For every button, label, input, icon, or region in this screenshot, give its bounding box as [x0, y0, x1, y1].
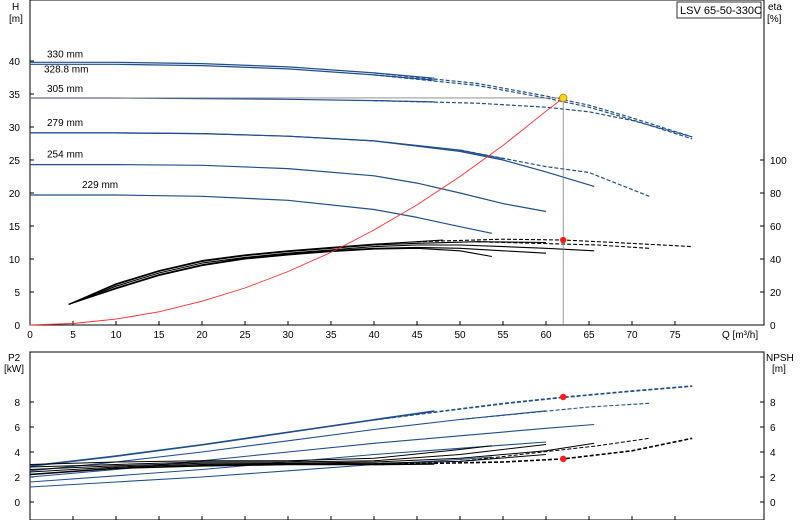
power-tick-label: 6	[14, 423, 20, 434]
eta-tick-label: 20	[770, 288, 782, 299]
power-curve-dashed	[373, 385, 693, 421]
head-curve	[30, 63, 435, 81]
x-tick-label: 45	[411, 330, 423, 341]
x-tick-label: 20	[196, 330, 208, 341]
npsh-axis-title: NPSH	[766, 353, 794, 364]
power-curve	[29, 410, 435, 467]
head-tick-label: 20	[9, 189, 21, 200]
efficiency-curve-dashed	[477, 241, 650, 249]
power-axis-unit: [kW]	[4, 364, 24, 375]
head-curve-label: 229 mm	[82, 180, 118, 191]
x-tick-label: 55	[497, 330, 509, 341]
x-tick-label: 60	[540, 330, 552, 341]
eta-axis-title: eta	[768, 2, 782, 13]
efficiency-curve	[68, 241, 547, 305]
head-curve-label: 279 mm	[47, 118, 83, 129]
npsh-curve	[29, 463, 435, 476]
power-tick-label: 8	[14, 398, 20, 409]
efficiency-curve	[68, 246, 547, 305]
flow-axis-title: Q [m³/h]	[722, 330, 758, 341]
head-curve	[30, 61, 435, 79]
npsh-tick-label: 2	[770, 473, 776, 484]
x-tick-label: 65	[583, 330, 595, 341]
head-curve-label: 330 mm	[47, 49, 83, 60]
x-tick-label: 10	[110, 330, 122, 341]
head-tick-label: 15	[9, 222, 21, 233]
duty-npsh-marker	[560, 455, 567, 463]
npsh-curve	[29, 445, 492, 465]
tick-layer: 0 5 10 15 20 25 30 35 40 45 50 55 60 65 70 750510152025…	[9, 57, 787, 520]
npsh-tick-label: 4	[770, 448, 776, 459]
x-tick-label: 35	[325, 330, 337, 341]
x-tick-label: 15	[153, 330, 165, 341]
duty-power-marker	[560, 393, 567, 401]
head-curve	[30, 132, 504, 160]
head-curve	[30, 132, 595, 187]
duty-point-marker	[559, 93, 568, 103]
head-tick-label: 0	[14, 321, 20, 332]
head-curve-label: 328.8 mm	[44, 64, 88, 75]
power-tick-label: 0	[14, 498, 20, 509]
eta-tick-label: 100	[770, 156, 787, 167]
head-tick-label: 35	[9, 90, 21, 101]
npsh-tick-label: 6	[770, 423, 776, 434]
head-curve	[30, 164, 547, 213]
eta-tick-label: 60	[770, 222, 782, 233]
head-axis-unit: [m]	[9, 14, 23, 25]
x-tick-label: 25	[239, 330, 251, 341]
x-tick-label: 5	[70, 330, 76, 341]
x-tick-label: 0	[27, 330, 33, 341]
head-curve	[30, 97, 435, 103]
power-curve-dashed	[373, 385, 693, 421]
eta-tick-label: 0	[770, 321, 776, 332]
marker-layer	[30, 93, 568, 463]
head-tick-label: 25	[9, 156, 21, 167]
efficiency-curve	[68, 247, 492, 305]
head-tick-label: 5	[14, 288, 20, 299]
x-tick-label: 30	[282, 330, 294, 341]
duty-efficiency-marker	[560, 236, 567, 244]
model-label: LSV 65-50-330C	[680, 5, 762, 17]
npsh-axis-unit: [m]	[772, 364, 786, 375]
head-curve-label: 305 mm	[47, 84, 83, 95]
efficiency-curve	[68, 244, 595, 305]
npsh-curve	[29, 442, 595, 470]
eta-tick-label: 80	[770, 189, 782, 200]
power-curve-dashed	[459, 402, 650, 421]
model-label-box	[676, 1, 762, 19]
x-tick-label: 50	[454, 330, 466, 341]
head-tick-label: 40	[9, 57, 21, 68]
x-tick-label: 40	[368, 330, 380, 341]
npsh-curve-dashed	[459, 437, 650, 462]
head-curve	[30, 194, 492, 234]
head-curve-dashed	[373, 100, 693, 138]
power-tick-label: 4	[14, 448, 20, 459]
curve-layer: 330 mm 328.8 mm 305 mm 279 mm 254 mm 229 mm	[29, 49, 693, 488]
head-tick-label: 10	[9, 255, 21, 266]
head-axis-title: H	[12, 2, 19, 13]
x-tick-label: 70	[626, 330, 638, 341]
head-tick-label: 30	[9, 123, 21, 134]
power-axis-title: P2	[8, 353, 21, 364]
performance-plot-frame	[29, 0, 765, 326]
npsh-curve	[29, 444, 547, 468]
power-curve	[29, 456, 492, 488]
power-tick-label: 2	[14, 473, 20, 484]
eta-tick-label: 40	[770, 255, 782, 266]
power-curve	[29, 410, 435, 467]
npsh-tick-label: 0	[770, 498, 776, 509]
head-curve-dashed	[373, 74, 693, 140]
head-curve-dashed	[373, 72, 693, 138]
eta-axis-unit: [%]	[767, 14, 782, 25]
head-curve-label: 254 mm	[47, 150, 83, 161]
npsh-tick-label: 8	[770, 398, 776, 409]
head-curve-dashed	[459, 149, 650, 197]
power-npsh-plot-frame	[29, 351, 765, 520]
x-tick-label: 75	[669, 330, 681, 341]
system-curve	[29, 97, 564, 326]
efficiency-curve	[68, 239, 443, 305]
